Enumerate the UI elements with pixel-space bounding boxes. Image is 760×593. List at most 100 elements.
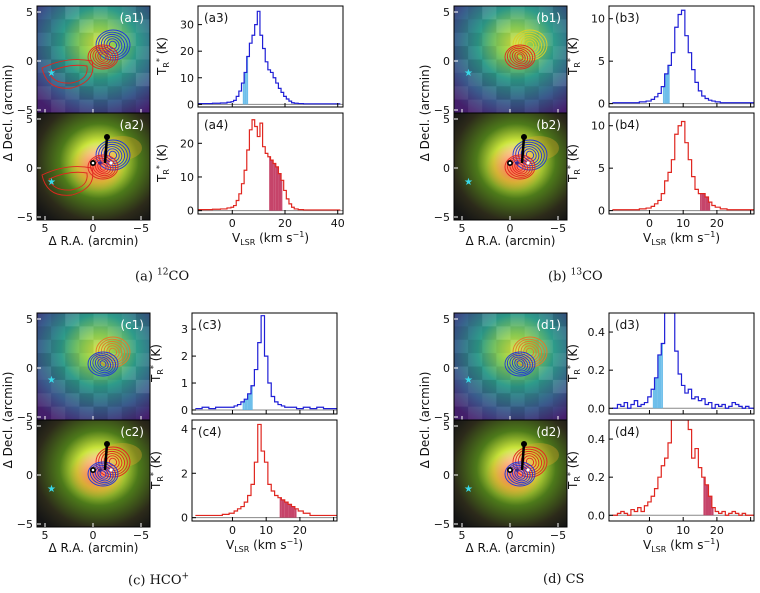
map-pixel bbox=[468, 19, 482, 32]
shaded-wing bbox=[654, 377, 658, 409]
contour-level bbox=[106, 148, 120, 162]
shaded-wing bbox=[705, 197, 709, 211]
map-ytick-label: 0 bbox=[26, 55, 33, 68]
map-pixel bbox=[524, 393, 539, 407]
map-pixel bbox=[538, 59, 553, 73]
map-pixel bbox=[552, 353, 567, 367]
map-pixel bbox=[511, 19, 525, 32]
map-ytick-label: −5 bbox=[17, 518, 33, 531]
map-pixel bbox=[108, 100, 122, 113]
map-pixel bbox=[65, 353, 80, 367]
ytick-label: 0 bbox=[187, 205, 194, 218]
map-pixel bbox=[79, 19, 94, 33]
contour-level bbox=[504, 351, 536, 377]
map-pixel bbox=[122, 393, 136, 406]
contour-level bbox=[525, 457, 535, 467]
shaded-wing bbox=[278, 173, 282, 211]
ytick-label: 10 bbox=[180, 171, 194, 184]
panel-label-a1: (a1) bbox=[120, 11, 144, 25]
map-pixel bbox=[552, 19, 567, 33]
map-pixel bbox=[496, 32, 511, 47]
map-pixel bbox=[510, 313, 525, 327]
map-pixel bbox=[79, 313, 93, 326]
star-icon: ★ bbox=[47, 375, 56, 386]
xtick-label: 20 bbox=[710, 524, 724, 537]
map-pixel bbox=[136, 407, 150, 420]
contour-level bbox=[106, 345, 120, 359]
map-pixel bbox=[135, 326, 150, 340]
map-ytick-label: −5 bbox=[17, 411, 33, 424]
map-pixel bbox=[539, 86, 553, 99]
spectrum-line bbox=[612, 9, 754, 104]
shaded-wing bbox=[242, 83, 245, 105]
map-pixel bbox=[454, 19, 469, 33]
map-pixel bbox=[525, 100, 539, 113]
map-pixel bbox=[37, 366, 52, 380]
source-marker-dot bbox=[508, 161, 512, 165]
spectrum-line bbox=[195, 315, 337, 410]
spectrum-ylabel: TR* (K) bbox=[566, 144, 582, 183]
shaded-wing bbox=[270, 160, 274, 211]
ytick-label: 10 bbox=[591, 120, 605, 133]
spectrum-ylabel: TR* (K) bbox=[149, 451, 165, 490]
map-pixel bbox=[496, 86, 511, 100]
contour-level bbox=[523, 148, 537, 162]
star-icon: ★ bbox=[464, 375, 473, 386]
map-ytick-label: 5 bbox=[26, 313, 33, 326]
map-pixel bbox=[496, 99, 511, 113]
panel-label-a4: (a4) bbox=[204, 118, 228, 132]
spectrum-xlabel: VLSR (km s−1) bbox=[226, 537, 303, 554]
contour-level bbox=[520, 343, 540, 361]
map-pixel bbox=[135, 379, 150, 394]
map-pixel bbox=[511, 86, 525, 99]
map-xtick-label: −5 bbox=[133, 222, 149, 235]
plot-area bbox=[192, 315, 337, 411]
panel-label-b2: (b2) bbox=[536, 118, 561, 132]
spectrum-frame bbox=[608, 5, 755, 108]
contour-level bbox=[108, 150, 118, 160]
map-pixel bbox=[37, 6, 51, 19]
map-ytick-label: −5 bbox=[434, 104, 450, 117]
map-pixel bbox=[122, 86, 136, 99]
map-pixel bbox=[65, 393, 80, 407]
panel-label-a2: (a2) bbox=[120, 118, 144, 132]
spectrum-frame bbox=[608, 419, 755, 522]
map-ytick-label: 5 bbox=[443, 313, 450, 326]
ytick-label: 0 bbox=[598, 205, 605, 218]
map-pixel bbox=[51, 6, 66, 20]
map-pixel bbox=[496, 339, 511, 354]
map-ytick-label: 5 bbox=[26, 113, 33, 126]
spectrum-ylabel: TR* (K) bbox=[566, 451, 582, 490]
map-pixel bbox=[94, 86, 108, 99]
map-pixel bbox=[468, 406, 483, 420]
outflow-marker-head bbox=[521, 134, 527, 140]
map-pixel bbox=[37, 326, 52, 340]
map-pixel bbox=[121, 313, 136, 327]
map-pixel bbox=[496, 326, 511, 340]
map-pixel bbox=[79, 380, 93, 393]
map-pixel bbox=[553, 340, 567, 353]
map-pixel bbox=[482, 340, 496, 353]
shaded-wing bbox=[708, 496, 712, 516]
contour-level bbox=[94, 49, 112, 65]
xtick-label: 0 bbox=[229, 524, 236, 537]
map-pixel bbox=[107, 19, 122, 33]
star-icon: ★ bbox=[47, 484, 56, 495]
map-pixel bbox=[482, 367, 496, 380]
map-ytick-label: 0 bbox=[443, 162, 450, 175]
map-pixel bbox=[454, 407, 468, 420]
plot-area bbox=[192, 423, 337, 519]
source-marker-dot bbox=[109, 161, 113, 165]
contour-level bbox=[103, 343, 123, 361]
map-pixel bbox=[37, 407, 51, 420]
map-pixel bbox=[468, 339, 483, 354]
map-pixel bbox=[135, 6, 150, 20]
map-pixel bbox=[468, 86, 482, 99]
map-pixel bbox=[538, 366, 553, 380]
caption-b-label: (b) bbox=[548, 269, 567, 285]
map-pixel bbox=[468, 366, 483, 380]
contour-level bbox=[94, 159, 112, 175]
map-pixel bbox=[51, 32, 66, 47]
xtick-label: 20 bbox=[278, 217, 292, 230]
